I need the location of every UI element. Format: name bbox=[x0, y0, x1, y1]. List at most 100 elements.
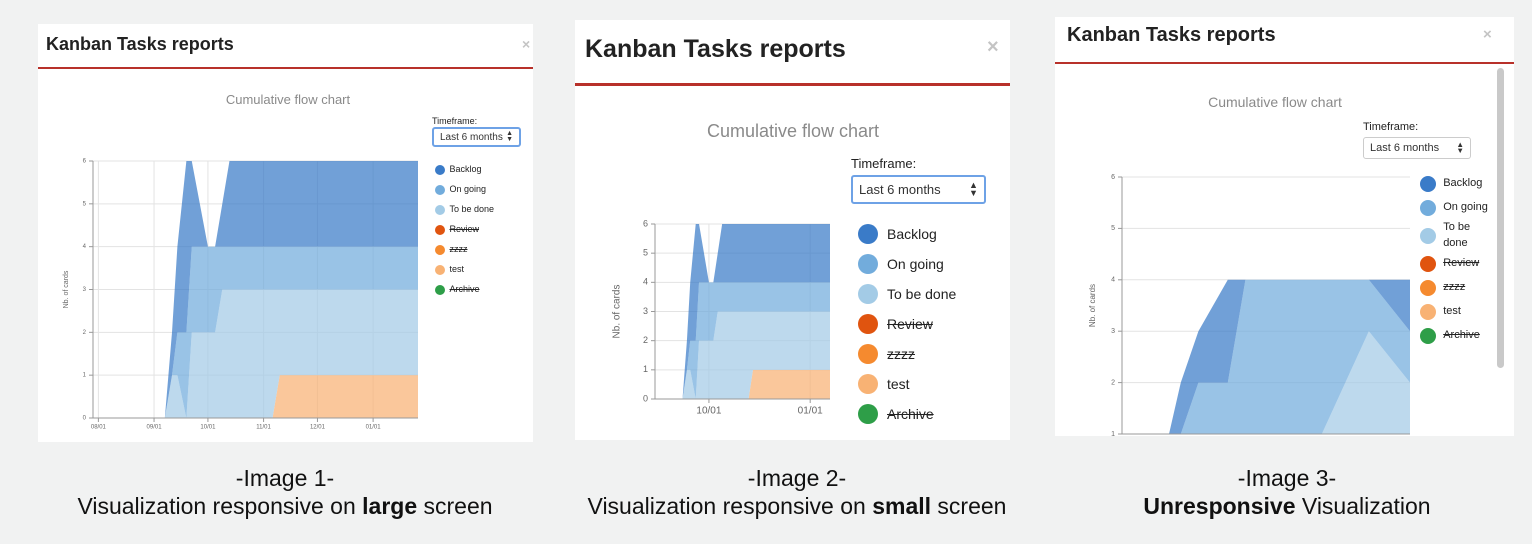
legend-item[interactable]: Archive bbox=[435, 280, 530, 300]
legend-label: Archive bbox=[449, 284, 480, 295]
legend-item[interactable]: test bbox=[1420, 300, 1489, 324]
chart: 0 1 2 3 4 5 6 10/01 01/01 Nb. of cards bbox=[612, 218, 830, 417]
legend-swatch bbox=[858, 314, 878, 334]
legend-label: Backlog bbox=[449, 164, 482, 175]
legend-item[interactable]: zzzz bbox=[1420, 276, 1489, 300]
legend-swatch bbox=[435, 205, 445, 215]
legend-swatch bbox=[858, 374, 878, 394]
legend-item[interactable]: Archive bbox=[1420, 324, 1489, 348]
panel-title: Kanban Tasks reports bbox=[46, 34, 234, 55]
y-axis-label: Nb. of cards bbox=[612, 285, 623, 339]
y-tick-label: 1 bbox=[83, 373, 87, 379]
legend-label: test bbox=[887, 375, 910, 392]
legend-swatch bbox=[1420, 227, 1436, 244]
caption: -Image 1- Visualization responsive on lar… bbox=[77, 464, 492, 520]
legend-item[interactable]: To be done bbox=[1420, 220, 1489, 252]
caption-label: -Image 1- bbox=[235, 465, 335, 491]
select-value: Last 6 months bbox=[440, 131, 503, 143]
legend-swatch bbox=[435, 165, 445, 175]
timeframe-label: Timeframe: bbox=[851, 156, 917, 172]
area bbox=[682, 282, 830, 399]
legend-label: Archive bbox=[887, 405, 934, 422]
area bbox=[682, 369, 830, 399]
caption-text: Visualization responsive on large screen bbox=[77, 492, 492, 520]
select-value: Last 6 months bbox=[859, 182, 941, 197]
y-tick-label: 2 bbox=[643, 335, 648, 345]
legend-item[interactable]: zzzz bbox=[435, 240, 530, 260]
legend-item[interactable]: To be done bbox=[858, 279, 1007, 309]
scrollbar bbox=[1497, 68, 1504, 368]
legend-swatch bbox=[1420, 279, 1436, 296]
x-tick-label: 12/01 bbox=[310, 425, 326, 431]
y-tick-label: 2 bbox=[83, 330, 87, 336]
legend-item[interactable]: test bbox=[858, 369, 1007, 399]
area bbox=[164, 161, 418, 418]
close-button[interactable]: × bbox=[1483, 26, 1492, 43]
legend-item[interactable]: test bbox=[435, 260, 530, 280]
area bbox=[1198, 331, 1410, 434]
x-tick-label: 10/01 bbox=[200, 425, 216, 431]
y-tick-label: 1 bbox=[1111, 431, 1115, 436]
legend-item[interactable]: zzzz bbox=[858, 339, 1007, 369]
legend-swatch bbox=[435, 245, 445, 255]
y-tick-label: 1 bbox=[643, 364, 648, 374]
x-tick-label: 01/01 bbox=[366, 425, 382, 431]
caption-part: Visualization bbox=[1295, 493, 1431, 519]
legend-label: Backlog bbox=[1443, 177, 1483, 190]
caption-part: screen bbox=[931, 493, 1007, 519]
legend-item[interactable]: Backlog bbox=[435, 160, 530, 180]
legend-swatch bbox=[858, 284, 878, 304]
legend: Backlog On going To be done Review zzzz test A… bbox=[858, 219, 1007, 429]
legend-label: On going bbox=[887, 255, 944, 272]
legend-item[interactable]: Review bbox=[435, 220, 530, 240]
legend-label: To be done bbox=[449, 204, 495, 215]
legend-label: Review bbox=[887, 315, 933, 332]
legend-item[interactable]: Backlog bbox=[1420, 172, 1489, 196]
legend-item[interactable]: Archive bbox=[858, 399, 1007, 429]
legend-label: Backlog bbox=[887, 225, 937, 242]
close-button[interactable]: × bbox=[522, 35, 531, 52]
header-rule bbox=[38, 67, 533, 69]
legend-swatch bbox=[1420, 200, 1436, 216]
legend-item[interactable]: Review bbox=[1420, 252, 1489, 276]
timeframe-select[interactable]: Last 6 months ▲ ▼ bbox=[432, 127, 521, 147]
y-tick-label: 6 bbox=[83, 159, 87, 165]
legend-label: To be done bbox=[887, 285, 957, 302]
legend-swatch bbox=[435, 225, 445, 235]
legend-item[interactable]: On going bbox=[435, 180, 530, 200]
y-tick-label: 6 bbox=[643, 218, 648, 228]
legend-item[interactable]: On going bbox=[858, 249, 1007, 279]
timeframe-select[interactable]: Last 6 months ▲ ▼ bbox=[1363, 137, 1471, 159]
y-tick-label: 5 bbox=[1111, 225, 1115, 232]
legend-item[interactable]: To be done bbox=[435, 200, 530, 220]
close-button[interactable]: × bbox=[987, 36, 999, 58]
legend-item[interactable]: Review bbox=[858, 309, 1007, 339]
chart: 0 1 2 3 4 5 6 08/01 09/01 10/01 11/01 12/01 01/01 Nb.… bbox=[63, 159, 418, 431]
legend-swatch bbox=[858, 254, 878, 274]
caption: -Image 3- Unresponsive Visualization bbox=[1143, 464, 1430, 520]
legend-swatch bbox=[1420, 176, 1436, 192]
panel-title: Kanban Tasks reports bbox=[1067, 24, 1276, 46]
caption-part: Unresponsive bbox=[1143, 493, 1296, 519]
legend-label: Review bbox=[1443, 256, 1480, 269]
area bbox=[682, 311, 830, 399]
legend-swatch bbox=[858, 344, 878, 364]
legend-label: zzzz bbox=[1443, 280, 1466, 293]
timeframe-select[interactable]: Last 6 months ▲ ▼ bbox=[851, 175, 986, 204]
legend-label: To be done bbox=[1443, 221, 1471, 249]
legend-item[interactable]: On going bbox=[1420, 196, 1489, 220]
y-axis-label: Nb. of cards bbox=[63, 270, 70, 308]
legend-label: Archive bbox=[1443, 328, 1480, 341]
chart-title: Cumulative flow chart bbox=[1208, 93, 1342, 110]
area bbox=[682, 224, 830, 399]
select-arrow: ▲ ▼ bbox=[1456, 139, 1464, 155]
panel-title: Kanban Tasks reports bbox=[585, 35, 846, 63]
legend-item[interactable]: Backlog bbox=[858, 219, 1007, 249]
y-axis-label: Nb. of cards bbox=[1088, 284, 1097, 327]
panel: Kanban Tasks reports × 1 2 3 4 5 6 Nb. of cards C… bbox=[1055, 17, 1514, 436]
chart: 1 2 3 4 5 6 Nb. of cards bbox=[1088, 174, 1410, 436]
y-tick-label: 3 bbox=[643, 306, 648, 316]
panel: Kanban Tasks reports × 0 1 2 3 4 5 6 08/01 09/01 10… bbox=[38, 24, 533, 442]
caption-part: screen bbox=[417, 493, 493, 519]
